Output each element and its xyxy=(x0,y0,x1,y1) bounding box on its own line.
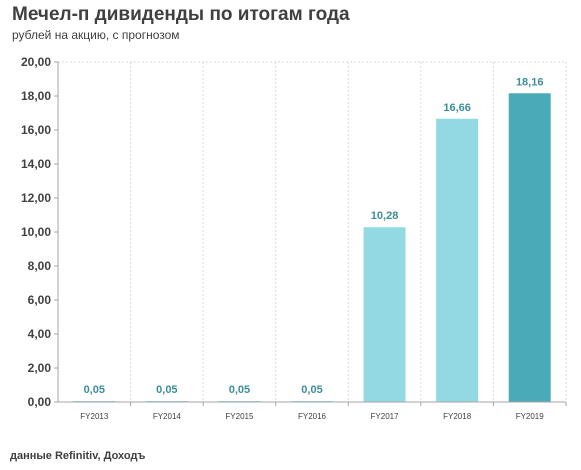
data-labels: 0,05 0,05 0,05 0,05 10,28 16,66 18,16 xyxy=(84,76,544,396)
bar-fy2019 xyxy=(508,93,551,402)
y-tick-label: 4,00 xyxy=(28,327,52,341)
data-label: 10,28 xyxy=(371,210,399,222)
data-label: 16,66 xyxy=(443,102,471,114)
grid-lines xyxy=(57,61,567,402)
x-tick-label: FY2018 xyxy=(443,412,472,421)
data-label: 0,05 xyxy=(229,384,250,396)
chart-subtitle: рублей на акцию, с прогнозом xyxy=(12,28,180,42)
y-tick-label: 18,00 xyxy=(21,89,51,103)
data-label: 0,05 xyxy=(301,384,322,396)
y-axis: 0,00 2,00 4,00 6,00 8,00 10,00 12,00 14,00 16,00… xyxy=(21,55,59,409)
y-tick-label: 16,00 xyxy=(21,123,51,137)
y-tick-label: 20,00 xyxy=(21,55,51,69)
data-label: 0,05 xyxy=(84,384,105,396)
x-tick-label: FY2019 xyxy=(516,412,545,421)
y-tick-label: 6,00 xyxy=(28,293,52,307)
x-tick-label: FY2013 xyxy=(80,412,109,421)
bars xyxy=(73,93,551,402)
data-label: 0,05 xyxy=(156,384,177,396)
x-tick-label: FY2015 xyxy=(225,412,254,421)
y-tick-label: 2,00 xyxy=(28,361,52,375)
x-tick-label: FY2017 xyxy=(371,412,400,421)
x-axis: FY2013 FY2014 FY2015 FY2016 FY2017 FY2018 FY20… xyxy=(58,401,567,421)
source-note: данные Refinitiv, Доходъ xyxy=(10,450,146,462)
x-tick-label: FY2014 xyxy=(153,412,182,421)
bar-fy2018 xyxy=(436,118,479,402)
chart-title: Мечел-п дивиденды по итогам года xyxy=(12,4,350,25)
y-tick-label: 12,00 xyxy=(21,191,51,205)
bar-fy2017 xyxy=(363,227,406,402)
y-tick-label: 10,00 xyxy=(21,225,51,239)
y-tick-label: 0,00 xyxy=(28,395,52,409)
y-tick-label: 14,00 xyxy=(21,157,51,171)
data-label: 18,16 xyxy=(516,76,544,88)
x-tick-label: FY2016 xyxy=(298,412,327,421)
y-tick-label: 8,00 xyxy=(28,259,52,273)
